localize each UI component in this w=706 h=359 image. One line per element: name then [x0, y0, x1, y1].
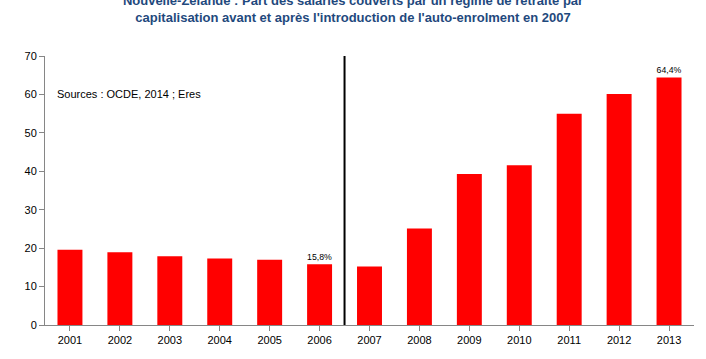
svg-text:2004: 2004	[207, 334, 231, 346]
svg-text:2013: 2013	[657, 334, 681, 346]
svg-text:2011: 2011	[557, 334, 581, 346]
svg-text:15,8%: 15,8%	[307, 252, 332, 262]
svg-text:2010: 2010	[507, 334, 531, 346]
svg-text:2001: 2001	[58, 334, 82, 346]
svg-text:70: 70	[25, 50, 37, 62]
svg-text:60: 60	[25, 88, 37, 100]
svg-text:Sources : OCDE, 2014 ; Eres: Sources : OCDE, 2014 ; Eres	[57, 88, 201, 100]
svg-text:2006: 2006	[307, 334, 331, 346]
svg-text:Nouvelle-Zélande : Part des sa: Nouvelle-Zélande : Part des salariés cou…	[123, 0, 583, 25]
svg-text:2002: 2002	[108, 334, 132, 346]
svg-text:2005: 2005	[257, 334, 281, 346]
svg-text:40: 40	[25, 165, 37, 177]
svg-text:10: 10	[25, 280, 37, 292]
svg-text:0: 0	[31, 319, 37, 331]
svg-text:2003: 2003	[158, 334, 182, 346]
svg-text:2008: 2008	[407, 334, 431, 346]
svg-text:30: 30	[25, 204, 37, 216]
svg-text:50: 50	[25, 127, 37, 139]
svg-text:20: 20	[25, 242, 37, 254]
svg-text:2007: 2007	[357, 334, 381, 346]
svg-text:2012: 2012	[607, 334, 631, 346]
svg-text:64,4%: 64,4%	[657, 65, 682, 75]
svg-text:2009: 2009	[457, 334, 481, 346]
